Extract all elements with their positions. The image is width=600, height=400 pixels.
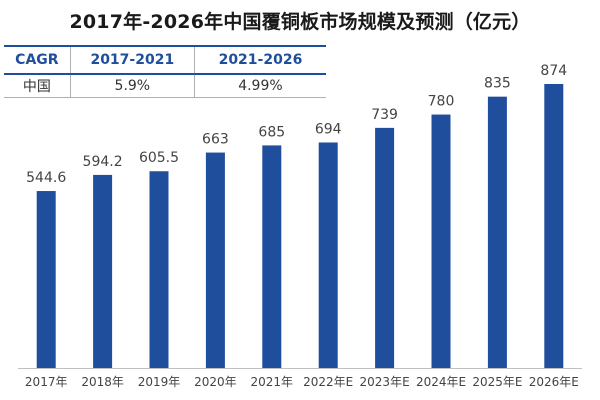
data-label: 739 xyxy=(371,107,398,123)
data-label: 835 xyxy=(484,76,511,92)
x-tick-label: 2023年E xyxy=(360,375,410,389)
cagr-header-period-2: 2021-2026 xyxy=(193,45,326,75)
bar xyxy=(36,191,56,368)
cagr-row-label: 中国 xyxy=(4,74,71,98)
bar xyxy=(262,145,282,368)
x-tick-label: 2021年 xyxy=(251,375,294,389)
x-tick-label: 2020年 xyxy=(194,375,237,389)
bar xyxy=(205,152,225,368)
cagr-header-label: CAGR xyxy=(4,45,71,75)
data-label: 605.5 xyxy=(139,150,179,166)
data-label: 544.6 xyxy=(26,170,66,186)
x-tick-label: 2022年E xyxy=(303,375,353,389)
data-label: 874 xyxy=(540,63,567,79)
x-tick-label: 2018年 xyxy=(81,375,124,389)
bar xyxy=(431,114,451,369)
x-tick-label: 2019年 xyxy=(138,375,181,389)
data-label: 685 xyxy=(258,124,285,140)
data-label: 663 xyxy=(202,132,229,148)
cagr-value-period-2: 4.99% xyxy=(193,74,326,98)
bar xyxy=(318,142,338,368)
cagr-header-period-1: 2017-2021 xyxy=(69,45,195,75)
data-label: 694 xyxy=(315,121,342,137)
bar xyxy=(487,96,507,369)
cagr-value-period-1: 5.9% xyxy=(69,74,195,98)
data-label: 594.2 xyxy=(83,154,123,170)
data-label: 780 xyxy=(428,94,455,110)
cagr-row-china: 中国 5.9% 4.99% xyxy=(4,74,326,98)
cagr-header-row: CAGR 2017-2021 2021-2026 xyxy=(4,45,326,75)
x-tick-label: 2024年E xyxy=(416,375,466,389)
x-tick-label: 2026年E xyxy=(529,375,579,389)
bar xyxy=(544,84,564,368)
chart-title: 2017年-2026年中国覆铜板市场规模及预测（亿元） xyxy=(69,11,531,33)
bar xyxy=(375,127,395,368)
x-tick-label: 2025年E xyxy=(472,375,522,389)
bar xyxy=(93,174,113,368)
x-tick-label: 2017年 xyxy=(25,375,68,389)
cagr-table: CAGR 2017-2021 2021-2026 中国 5.9% 4.99% xyxy=(4,45,326,98)
bar xyxy=(149,171,169,368)
